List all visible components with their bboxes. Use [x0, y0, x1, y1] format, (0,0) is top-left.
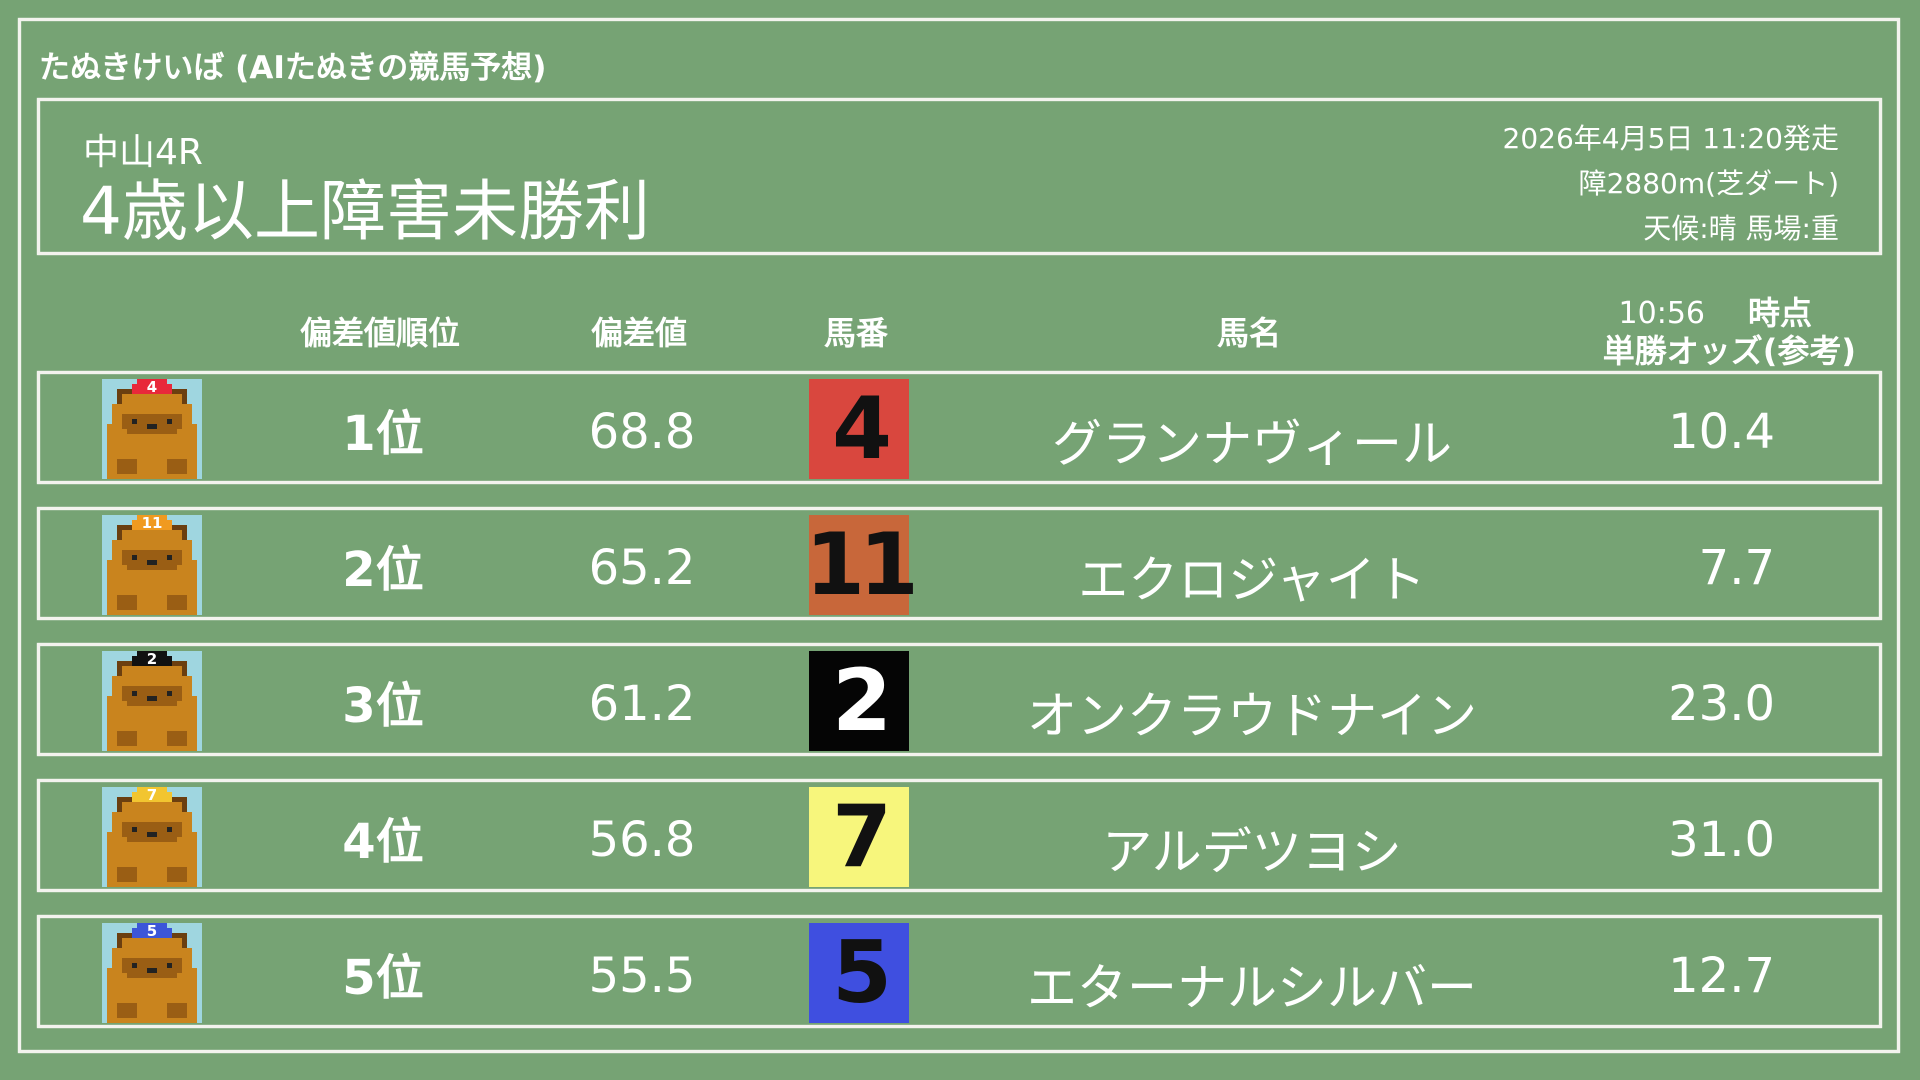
horse-name: エターナルシルバー — [1027, 959, 1477, 1017]
tanuki-avatar-icon: 5 — [102, 922, 202, 1023]
board-frame — [18, 18, 1900, 1053]
horse-number-badge: 4 — [809, 379, 909, 479]
tanuki-avatar-icon: 11 — [102, 514, 202, 615]
win-odds: 7.7 — [1698, 540, 1775, 596]
race-name: 4歳以上障害未勝利 — [80, 173, 650, 250]
horse-name: グランナヴィール — [1052, 415, 1452, 473]
rank: 2位 — [342, 542, 424, 598]
odds-time: 10:56 — [1618, 296, 1705, 331]
tanuki-avatar-icon: 7 — [102, 786, 202, 887]
horse-name: アルデツヨシ — [1102, 823, 1402, 881]
svg-text:5: 5 — [147, 923, 157, 940]
score: 68.8 — [588, 404, 696, 460]
score: 55.5 — [588, 948, 696, 1004]
rank: 3位 — [342, 678, 424, 734]
rank: 4位 — [342, 814, 424, 870]
tanuki-avatar-icon: 4 — [102, 378, 202, 479]
score: 56.8 — [588, 812, 696, 868]
svg-text:2: 2 — [147, 651, 157, 668]
horse-number-badge: 5 — [809, 923, 909, 1023]
horse-number-badge: 11 — [805, 515, 919, 615]
win-odds: 12.7 — [1668, 948, 1775, 1004]
win-odds: 23.0 — [1668, 676, 1775, 732]
score: 61.2 — [588, 676, 696, 732]
svg-text:7: 7 — [147, 787, 157, 804]
win-odds: 31.0 — [1668, 812, 1775, 868]
race-course: 障2880m(芝ダート) — [1578, 167, 1839, 200]
score: 65.2 — [588, 540, 696, 596]
col-score: 偏差値 — [590, 314, 688, 352]
venue-round: 中山4R — [83, 132, 203, 173]
svg-text:11: 11 — [142, 515, 163, 532]
table-row: 11 2位 65.2 11 エクロジャイト 7.7 — [37, 507, 1882, 620]
col-name: 馬名 — [1216, 314, 1282, 352]
race-header: 中山4R 4歳以上障害未勝利 2026年4月5日 11:20発走 障2880m(… — [37, 98, 1882, 255]
table-row: 4 1位 68.8 4 グランナヴィール 10.4 — [37, 371, 1882, 484]
horse-name: エクロジャイト — [1078, 551, 1426, 609]
table-row: 2 3位 61.2 2 オンクラウドナイン 23.0 — [37, 643, 1882, 756]
horse-number-badge: 7 — [809, 787, 909, 887]
race-datetime: 2026年4月5日 11:20発走 — [1502, 122, 1839, 155]
odds-time-suffix: 時点 — [1747, 294, 1812, 332]
col-odds: 単勝オッズ(参考) — [1602, 332, 1856, 370]
race-conditions: 天候:晴 馬場:重 — [1643, 212, 1839, 245]
win-odds: 10.4 — [1668, 404, 1775, 460]
rank: 1位 — [342, 406, 424, 462]
col-number: 馬番 — [823, 314, 889, 352]
svg-text:4: 4 — [147, 379, 157, 396]
col-rank: 偏差値順位 — [299, 314, 461, 352]
tanuki-avatar-icon: 2 — [102, 650, 202, 751]
table-row: 7 4位 56.8 7 アルデツヨシ 31.0 — [37, 779, 1882, 892]
rank: 5位 — [342, 950, 424, 1006]
app-title: たぬきけいば (AIたぬきの競馬予想) — [39, 50, 547, 86]
horse-number-badge: 2 — [809, 651, 909, 751]
horse-name: オンクラウドナイン — [1027, 687, 1477, 745]
table-row: 5 5位 55.5 5 エターナルシルバー 12.7 — [37, 915, 1882, 1028]
